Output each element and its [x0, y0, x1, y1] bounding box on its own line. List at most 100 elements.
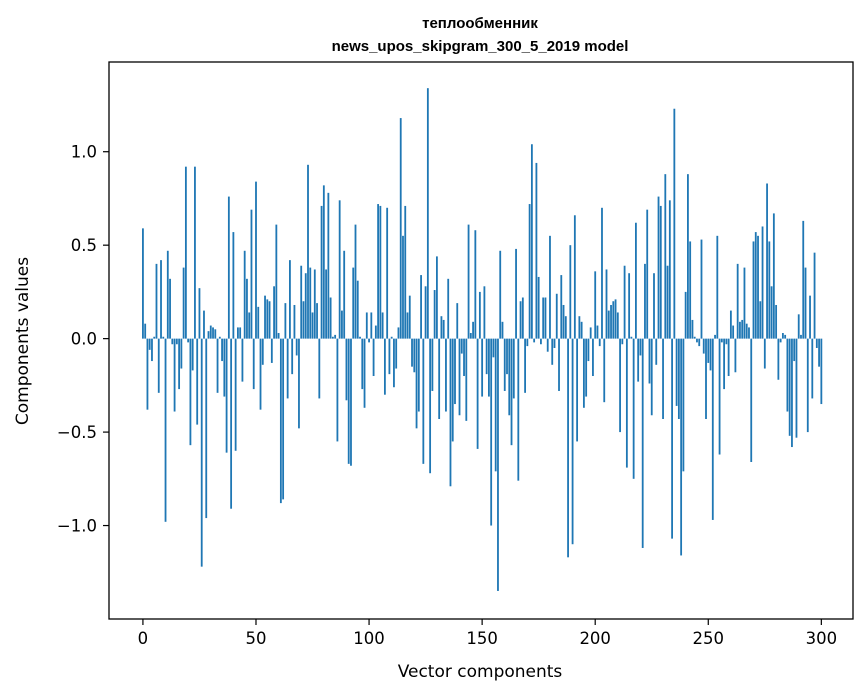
bar — [148, 338, 151, 350]
chart-title: теплообменник — [422, 15, 538, 32]
bar — [621, 338, 624, 345]
bar — [657, 196, 660, 339]
bar — [666, 265, 669, 339]
bar — [318, 338, 321, 399]
bar — [530, 144, 533, 339]
bar — [390, 336, 393, 339]
bar — [155, 263, 158, 339]
bar — [596, 325, 599, 339]
bar — [675, 338, 678, 406]
bar — [354, 224, 357, 339]
bar — [630, 336, 633, 339]
bar — [691, 319, 694, 339]
bar — [322, 185, 325, 339]
bar — [465, 338, 468, 421]
bar — [806, 338, 809, 433]
bar — [750, 338, 753, 462]
bar — [772, 213, 775, 339]
bar — [266, 299, 269, 339]
bar — [200, 338, 203, 567]
bar — [775, 304, 778, 339]
bar — [189, 338, 192, 446]
bar — [512, 338, 515, 399]
bar — [223, 338, 226, 397]
bar — [356, 280, 359, 339]
bar — [680, 338, 683, 556]
bar — [157, 338, 160, 393]
bar — [205, 338, 208, 519]
bar — [526, 338, 529, 347]
bar — [329, 297, 332, 339]
bar — [494, 338, 497, 472]
bar — [426, 88, 429, 339]
bar — [402, 235, 404, 339]
bar — [451, 338, 454, 442]
bar — [705, 338, 707, 419]
bar — [510, 338, 513, 446]
bar — [359, 336, 361, 339]
bar — [497, 338, 499, 591]
bar — [662, 338, 664, 419]
x-tick-label: 50 — [245, 629, 266, 648]
bar — [463, 338, 465, 377]
bar — [175, 338, 178, 345]
bar — [770, 286, 773, 339]
bar — [365, 312, 368, 339]
bar — [745, 323, 748, 339]
bar — [374, 325, 377, 339]
bar — [795, 338, 798, 438]
y-tick-label: −1.0 — [57, 517, 97, 536]
bar — [546, 338, 549, 352]
bar — [786, 338, 789, 412]
bar — [702, 338, 705, 354]
bar — [673, 108, 676, 339]
bar — [754, 232, 757, 339]
bar — [623, 265, 626, 339]
bar — [433, 290, 436, 339]
bar — [153, 336, 156, 339]
bar — [535, 162, 538, 339]
bar — [406, 312, 409, 339]
bar — [411, 338, 413, 367]
bar — [467, 224, 470, 339]
bar — [336, 338, 339, 442]
bar-series — [142, 88, 823, 591]
bar — [687, 174, 689, 339]
bar — [275, 224, 278, 339]
bar — [413, 338, 416, 373]
bar — [768, 241, 771, 339]
bar — [585, 338, 588, 397]
bar — [729, 310, 732, 339]
bar — [456, 303, 459, 339]
bar — [732, 325, 735, 339]
bar — [293, 304, 296, 339]
bar — [370, 312, 373, 339]
bar — [255, 181, 257, 339]
bar — [763, 338, 766, 369]
bar — [146, 338, 149, 410]
bar — [499, 250, 502, 339]
bar — [361, 338, 364, 390]
bar — [725, 338, 728, 345]
bar — [203, 310, 205, 339]
bar — [757, 235, 759, 339]
bar — [739, 321, 741, 339]
bar — [490, 338, 493, 526]
bar — [689, 241, 692, 339]
x-axis-label: Vector components — [398, 662, 563, 682]
bar — [659, 205, 662, 339]
bar — [234, 338, 237, 451]
bar — [555, 293, 558, 339]
bar — [743, 267, 746, 339]
bar — [610, 304, 612, 339]
bar — [752, 241, 755, 339]
bar — [259, 338, 262, 410]
bar — [802, 220, 805, 339]
bar — [723, 338, 726, 390]
bar — [237, 327, 239, 339]
bar — [160, 260, 162, 339]
bar — [714, 334, 716, 339]
bar — [277, 333, 280, 339]
bar — [381, 312, 384, 339]
